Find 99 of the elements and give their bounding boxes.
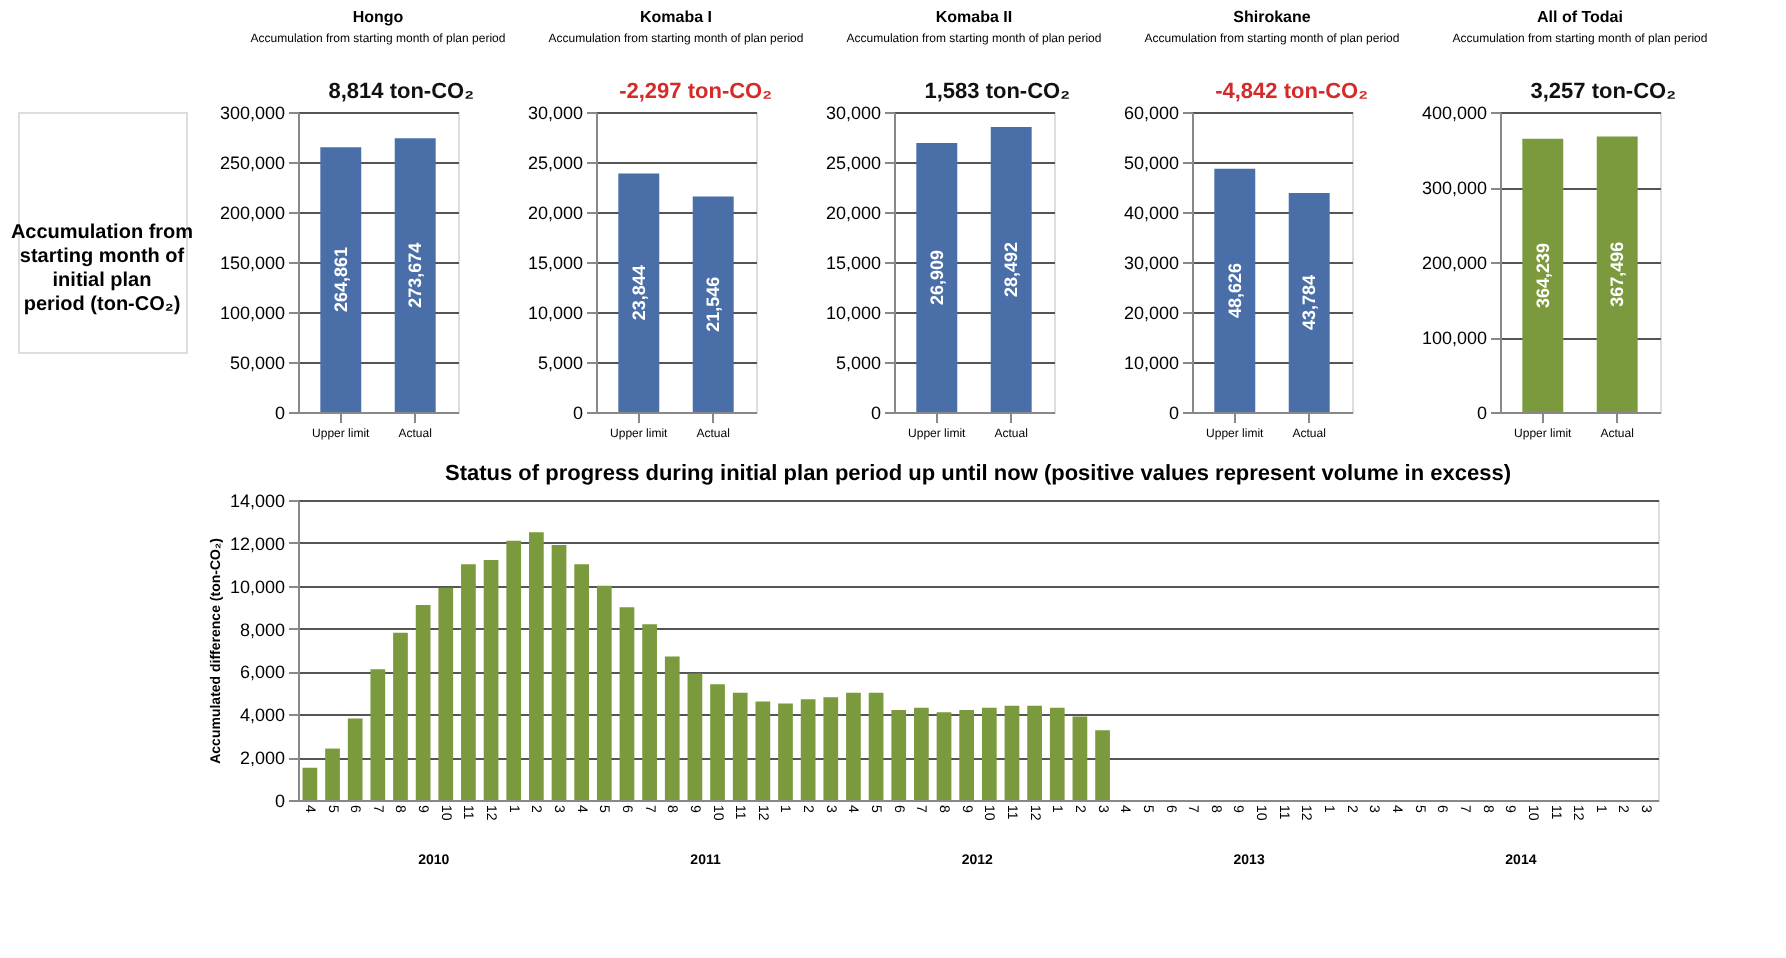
bar: [936, 712, 952, 800]
data-label: 43,784: [1299, 275, 1320, 331]
data-label: 364,239: [1532, 242, 1553, 308]
data-label: 26,909: [926, 249, 947, 305]
bar: [1072, 716, 1088, 800]
y-tick-label: 50,000: [229, 353, 285, 373]
y-tick-label: 100,000: [1421, 328, 1487, 348]
text: -4,842 ton-CO₂: [1215, 80, 1369, 104]
bar: [347, 718, 363, 800]
bar: [506, 540, 522, 800]
text: 3,257 ton-CO₂: [1530, 80, 1677, 104]
y-tick-label: 200,000: [1421, 253, 1487, 273]
y-tick-label: 150,000: [219, 253, 285, 273]
text: 8,814 ton-CO₂: [328, 80, 475, 104]
bar: [959, 710, 975, 800]
y-tick-label: 8,000: [239, 619, 285, 640]
y-tick-label: 300,000: [1421, 178, 1487, 198]
bar: [574, 564, 590, 800]
bar: [461, 564, 476, 800]
y-tick-label: 5,000: [835, 353, 881, 373]
bar: [415, 605, 431, 800]
data-label: 28,492: [1001, 242, 1022, 298]
y-tick-label: 4,000: [239, 705, 285, 726]
y-tick-label: 20,000: [1123, 303, 1179, 323]
y-tick-label: 30,000: [527, 103, 583, 123]
y-tick-label: 0: [572, 403, 583, 423]
bar: [325, 748, 340, 800]
y-tick-label: 30,000: [1123, 253, 1179, 273]
bar: [914, 707, 929, 800]
data-label: 264,861: [330, 247, 351, 313]
y-tick-label: 300,000: [219, 103, 285, 123]
bar: [687, 673, 703, 800]
y-tick-label: 10,000: [1123, 353, 1179, 373]
bar: [642, 624, 657, 800]
y-tick-label: 0: [870, 403, 881, 423]
y-tick-label: 60,000: [1123, 103, 1179, 123]
bar: [981, 707, 997, 800]
y-tick-label: 0: [274, 791, 285, 811]
data-label: 273,674: [405, 242, 426, 308]
bar: [619, 607, 635, 800]
y-tick-label: 400,000: [1421, 103, 1487, 123]
y-tick-label: 30,000: [825, 103, 881, 123]
y-tick-label: 20,000: [825, 203, 881, 223]
y-tick-label: 50,000: [1123, 153, 1179, 173]
bar: [846, 692, 861, 800]
bar: [483, 560, 499, 800]
data-label: 23,844: [628, 265, 649, 321]
bar: [755, 701, 771, 800]
chart-title: All of Todai: [1537, 8, 1623, 26]
text: Accumulation from starting month of initial plan period (ton-CO₂): [10, 222, 194, 316]
chart-title: Hongo: [352, 8, 404, 26]
bar: [596, 585, 612, 800]
text: 1,583 ton-CO₂: [924, 80, 1071, 104]
bar: [370, 669, 386, 800]
bar: [1004, 705, 1020, 800]
bar: [732, 692, 748, 800]
text: -2,297 ton-CO₂: [619, 80, 773, 104]
bar: [393, 632, 408, 800]
chart-title: Status of progress during initial plan period up until now (positive values represent volume in excess): [445, 462, 1512, 486]
bar: [868, 692, 884, 800]
bar: [1049, 707, 1065, 800]
y-tick-label: 0: [1476, 403, 1487, 423]
y-tick-label: 20,000: [527, 203, 583, 223]
bar: [664, 656, 680, 800]
y-tick-label: 15,000: [527, 253, 583, 273]
bar: [529, 532, 544, 800]
y-tick-label: 0: [274, 403, 285, 423]
y-tick-label: 10,000: [825, 303, 881, 323]
y-tick-label: 0: [1168, 403, 1179, 423]
bar: [302, 767, 318, 800]
y-tick-label: 100,000: [219, 303, 285, 323]
y-tick-label: 6,000: [239, 662, 285, 683]
bar: [1027, 705, 1042, 800]
chart-title: Komaba II: [935, 8, 1013, 26]
y-tick-label: 10,000: [527, 303, 583, 323]
y-tick-label: 15,000: [825, 253, 881, 273]
y-tick-label: 25,000: [527, 153, 583, 173]
bar: [438, 587, 454, 800]
y-tick-label: 5,000: [537, 353, 583, 373]
bar: [823, 697, 839, 800]
bar: [778, 703, 793, 800]
y-tick-label: 40,000: [1123, 203, 1179, 223]
bar: [710, 684, 725, 800]
bar: [891, 710, 907, 800]
y-tick-label: 200,000: [219, 203, 285, 223]
data-label: 21,546: [703, 276, 724, 332]
y-tick-label: 25,000: [825, 153, 881, 173]
y-tick-label: 250,000: [219, 153, 285, 173]
data-label: 367,496: [1607, 241, 1628, 307]
y-tick-label: 2,000: [239, 748, 285, 769]
y-tick-label: 14,000: [229, 491, 285, 511]
bar: [551, 545, 567, 800]
chart-title: Shirokane: [1233, 8, 1312, 26]
bar: [1095, 730, 1110, 800]
y-tick-label: 12,000: [229, 533, 285, 554]
data-label: 48,626: [1224, 262, 1245, 318]
y-tick-label: 10,000: [229, 576, 285, 597]
bar: [800, 699, 816, 800]
chart-title: Komaba I: [639, 8, 713, 26]
